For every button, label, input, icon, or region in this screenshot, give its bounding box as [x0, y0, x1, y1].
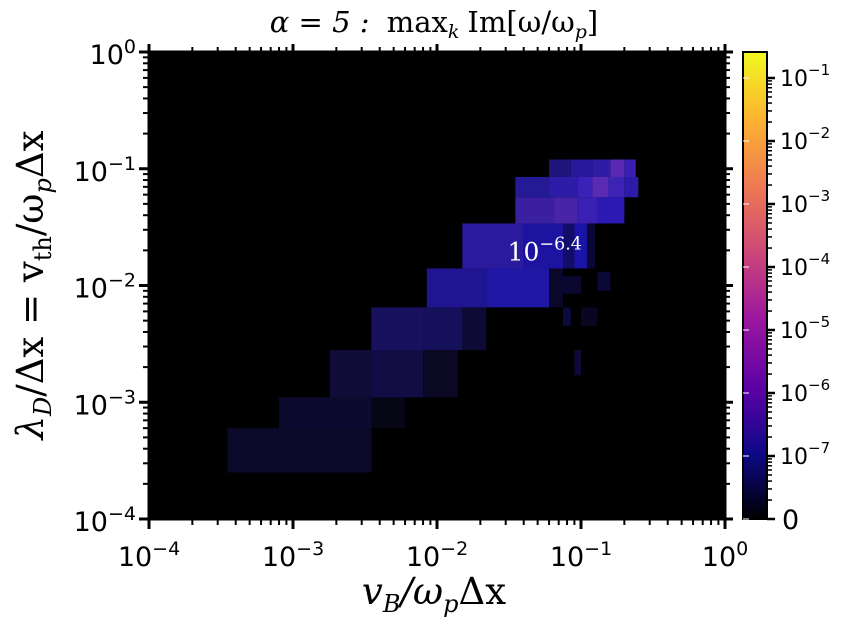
- title-rsub: p: [575, 21, 587, 43]
- colorbar-tick-label: 10−2: [780, 124, 830, 155]
- x-tick-label: 10−1: [550, 538, 612, 573]
- heatmap-cell: [597, 197, 625, 224]
- heatmap-cell: [577, 197, 598, 224]
- title-lhs: α = 5 :: [270, 5, 370, 39]
- heatmap-cell: [608, 176, 625, 198]
- heatmap-cell: [563, 307, 571, 326]
- heatmap-cell: [597, 272, 611, 291]
- annotation-value: 10−6.4: [508, 234, 582, 266]
- colorbar-tick-label: 10−3: [780, 187, 830, 218]
- heatmap-cell: [549, 176, 578, 198]
- heatmap-cell: [515, 197, 555, 224]
- x-tick-label: 100: [702, 538, 748, 573]
- colorbar-tick-label: 10−6: [780, 376, 830, 407]
- heatmap-cell: [624, 176, 639, 198]
- heatmap-cell: [371, 350, 424, 398]
- title-close: ]: [587, 5, 598, 39]
- heatmap-cell: [574, 223, 587, 269]
- heatmap-cells: [227, 159, 639, 473]
- y-tick-label: 10−3: [74, 386, 136, 421]
- heatmap-cell: [577, 176, 593, 198]
- x-tick-label: 10−4: [118, 538, 180, 573]
- heatmap-cell: [592, 159, 611, 177]
- annotation-base: 10: [508, 237, 540, 266]
- y-tick-label: 10−4: [74, 503, 136, 538]
- chart-title: α = 5 : maxk Im[ω/ωp]: [270, 5, 599, 43]
- title-rhs: Im[ω/ω: [467, 5, 574, 39]
- heatmap-cell: [592, 176, 609, 198]
- heatmap-cell: [227, 428, 372, 473]
- heatmap-cell: [570, 159, 593, 177]
- heatmap-cell: [423, 307, 463, 351]
- x-tick-label: 10−2: [406, 538, 468, 573]
- heatmap-cell: [610, 159, 625, 177]
- y-axis-label: λD/Δx = vth/ωpΔx: [9, 130, 57, 441]
- axes: [139, 44, 733, 529]
- heatmap-cell: [371, 397, 406, 429]
- heatmap-cell: [279, 397, 372, 429]
- heatmap-cell: [462, 307, 487, 351]
- colorbar-tick-label: 0: [782, 505, 799, 536]
- heatmap-cell: [423, 350, 459, 398]
- annotation-exp: −6.4: [539, 234, 582, 254]
- heatmap-cell: [586, 223, 595, 269]
- y-tick-label: 10−2: [74, 270, 136, 305]
- heatmap-cell: [549, 159, 571, 177]
- colorbar-ticks: 0 10−7 10−6 10−5 10−4 10−3 10−2 10−1: [743, 61, 830, 536]
- colorbar-tick-label: 10−5: [780, 313, 830, 344]
- colorbar-tick-label: 10−7: [780, 439, 830, 470]
- heatmap-cell: [624, 159, 636, 177]
- heatmap-cell: [515, 176, 550, 198]
- title-sub: k: [448, 21, 460, 43]
- y-tick-label: 10−1: [74, 153, 136, 188]
- y-tick-labels: 10−4 10−3 10−2 10−1 100: [74, 36, 136, 538]
- heatmap-cell: [371, 307, 424, 351]
- heatmap-cell: [329, 350, 372, 398]
- heatmap-cell: [426, 268, 487, 308]
- title-op: max: [387, 5, 448, 39]
- heatmap-cell: [563, 223, 575, 269]
- colorbar-tick-label: 10−4: [780, 250, 830, 281]
- heatmap-cell: [574, 350, 581, 376]
- heatmap-cell: [462, 223, 524, 269]
- x-axis-label: vB/ωpΔx: [362, 570, 506, 618]
- colorbar: [742, 51, 768, 520]
- heatmap-cell: [486, 268, 550, 308]
- x-tick-labels: 10−4 10−3 10−2 10−1 100: [118, 538, 748, 573]
- heatmap-cell: [523, 223, 564, 269]
- x-tick-label: 10−3: [262, 538, 324, 573]
- heatmap-cell: [554, 197, 578, 224]
- heatmap-cell: [581, 307, 598, 326]
- heatmap-cell: [558, 276, 581, 294]
- y-tick-label: 100: [90, 36, 136, 71]
- colorbar-tick-label: 10−1: [780, 61, 830, 92]
